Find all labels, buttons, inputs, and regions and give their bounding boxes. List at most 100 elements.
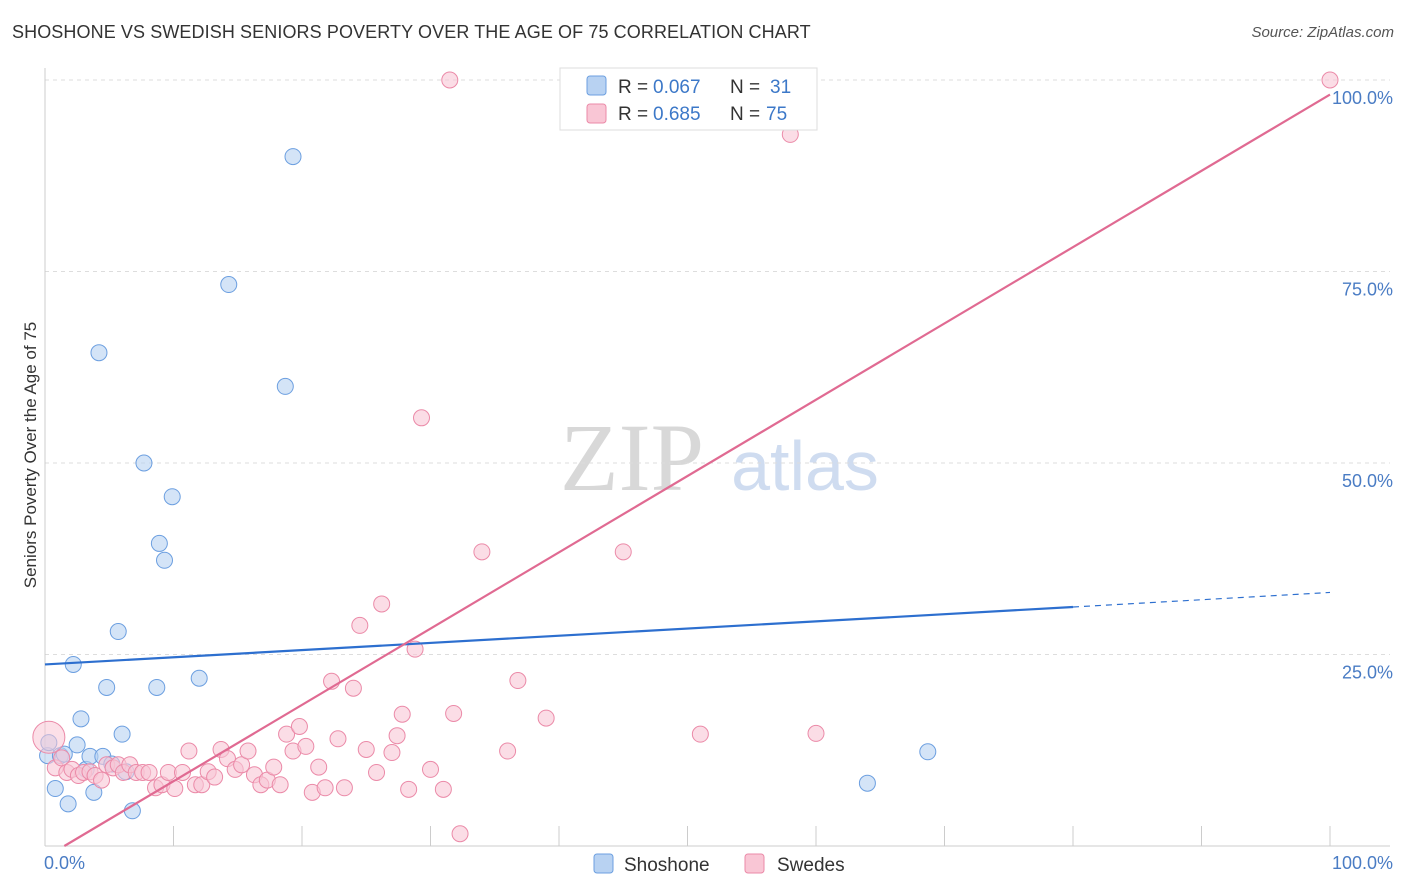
swedes-point-61 <box>441 71 459 89</box>
swedes-point-31 <box>233 756 251 774</box>
shoshone-point-12 <box>90 344 108 362</box>
shoshone-point-14 <box>98 678 116 696</box>
legend-swedes-r-value: 0.685 <box>653 104 701 125</box>
chart-title: SHOSHONE VS SWEDISH SENIORS POVERTY OVER… <box>12 22 811 42</box>
source-credit: Source: ZipAtlas.com <box>1251 24 1394 41</box>
swedes-point-60 <box>434 780 452 798</box>
shoshone-point-11 <box>85 783 103 801</box>
shoshone-point-27 <box>276 377 294 395</box>
shoshone-point-17 <box>113 725 131 743</box>
swedes-point-43 <box>310 758 328 776</box>
legend-shoshone-n-label: N = <box>730 77 760 98</box>
y-axis-title: Seniors Poverty Over the Age of 75 <box>21 322 40 588</box>
legend-shoshone-r-label: R = <box>618 77 648 98</box>
shoshone-point-21 <box>148 678 166 696</box>
swedes-point-68 <box>614 543 632 561</box>
shoshone-point-30 <box>919 743 937 761</box>
bottom-legend-shoshone-label: Shoshone <box>624 855 710 876</box>
axes <box>44 68 1390 847</box>
gridlines <box>45 79 1390 655</box>
y-tick-label-1: 50.0% <box>1342 471 1393 491</box>
trend-lines <box>44 93 1331 847</box>
swedes-point-72 <box>807 724 825 742</box>
shoshone-trend-line <box>44 605 1074 666</box>
legend-shoshone-swatch <box>586 75 607 96</box>
legend-box: R = 0.067 N = 31 R = 0.685 N = 75 <box>559 67 818 131</box>
swedes-point-69 <box>691 725 709 743</box>
shoshone-point-16 <box>109 623 127 641</box>
bottom-legend-swedes-swatch <box>744 853 765 874</box>
swedes-point-32 <box>239 742 257 760</box>
swedes-point-56 <box>400 780 418 798</box>
swedes-point-49 <box>351 616 369 634</box>
swedes-point-55 <box>393 705 411 723</box>
swedes-point-51 <box>368 763 386 781</box>
swedes-point-9 <box>93 771 111 789</box>
swedes-point-44 <box>316 779 334 797</box>
swedes-trend-line <box>63 93 1331 847</box>
swedes-point-53 <box>383 744 401 762</box>
shoshone-point-6 <box>64 655 82 673</box>
swedes-point-65 <box>499 742 517 760</box>
shoshone-point-26 <box>220 276 238 294</box>
swedes-point-27 <box>206 768 224 786</box>
watermark-zip: ZIP <box>560 404 704 511</box>
swedes-point-22 <box>173 763 191 781</box>
x-tick-label-1: 100.0% <box>1332 853 1393 873</box>
swedes-point-66 <box>509 672 527 690</box>
swedes-point-67 <box>537 709 555 727</box>
swedes-point-58 <box>413 409 431 427</box>
legend-swedes-r-label: R = <box>618 104 648 125</box>
swedes-point-47 <box>335 779 353 797</box>
legend-swedes-n-label: N = <box>730 104 760 125</box>
shoshone-point-24 <box>163 488 181 506</box>
bottom-legend-shoshone-swatch <box>593 853 614 874</box>
shoshone-point-29 <box>858 774 876 792</box>
legend-swedes-swatch <box>586 103 607 124</box>
y-tick-labels: 25.0% 50.0% 75.0% 100.0% <box>1332 88 1393 683</box>
swedes-point-54 <box>388 727 406 745</box>
swedes-point-20 <box>159 763 177 781</box>
swedes-point-36 <box>265 758 283 776</box>
shoshone-point-5 <box>59 795 77 813</box>
swedes-point-59 <box>422 760 439 778</box>
swedes-point-52 <box>373 595 391 613</box>
legend-shoshone-n-value: 31 <box>770 77 791 98</box>
legend-swedes-n-value: 75 <box>766 104 787 125</box>
shoshone-point-23 <box>156 551 174 569</box>
shoshone-point-28 <box>284 148 302 166</box>
watermark-atlas: atlas <box>731 427 879 505</box>
swedes-point-40 <box>290 718 308 736</box>
shoshone-point-25 <box>190 669 208 687</box>
swedes-point-17 <box>140 763 158 781</box>
swedes-point-41 <box>297 737 315 755</box>
x-tick-label-0: 0.0% <box>44 853 85 873</box>
swedes-point-48 <box>344 679 362 697</box>
bottom-legend-swedes-label: Swedes <box>777 855 845 876</box>
swedes-point-73 <box>1321 71 1339 89</box>
swedes-point-57 <box>406 640 424 658</box>
swedes-point-64 <box>473 543 491 561</box>
shoshone-point-7 <box>68 736 86 754</box>
y-tick-label-0: 25.0% <box>1342 663 1393 683</box>
swedes-point-50 <box>357 740 375 758</box>
y-tick-label-3: 100.0% <box>1332 88 1393 108</box>
shoshone-trend-extension <box>1072 591 1331 608</box>
legend-shoshone-r-value: 0.067 <box>653 77 701 98</box>
swedes-point-38 <box>278 725 296 743</box>
shoshone-point-20 <box>135 454 153 472</box>
swedes-point-23 <box>180 742 198 760</box>
swedes-point-62 <box>445 704 463 722</box>
bottom-legend: Shoshone Swedes <box>593 853 845 876</box>
x-tick-labels: 0.0% 100.0% <box>44 853 1393 873</box>
shoshone-point-2 <box>46 780 64 798</box>
swedes-point-63 <box>451 825 469 843</box>
shoshone-point-22 <box>150 534 168 552</box>
swedes-point-37 <box>271 776 289 794</box>
data-points <box>32 71 1339 843</box>
y-tick-label-2: 75.0% <box>1342 280 1393 300</box>
swedes-point-0 <box>32 720 66 754</box>
swedes-point-46 <box>329 730 347 748</box>
shoshone-point-8 <box>72 710 90 728</box>
